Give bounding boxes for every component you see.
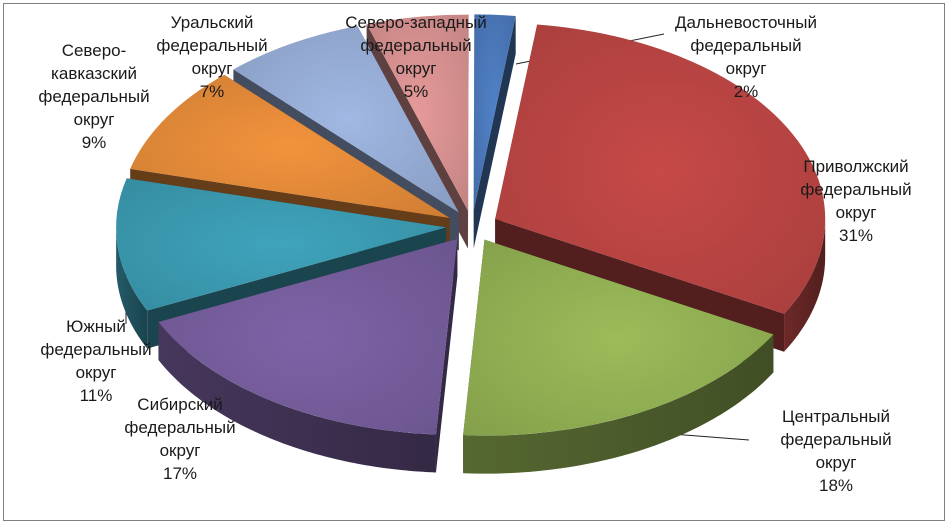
slice-северо-западный-федеральный-округ [366,14,469,211]
data-labels: Дальневосточный федеральный округ 2% Приволж… [38,13,911,495]
data-label-южный-федеральный-округ: Южный федеральный округ 11% [40,317,151,405]
slice-sides [116,14,826,474]
slice-приволжский-федеральный-округ [495,24,826,314]
slice-дальневосточный-федеральный-округ [473,14,516,211]
slice-cut-face-дальневосточный-федеральный-округ-1 [473,16,516,249]
data-label-уральский-федеральный-округ: Уральский федеральный округ 7% [156,13,267,101]
pie-chart: Дальневосточный федеральный округ 2% Приволж… [38,13,911,495]
data-label-северо-кавказский-федеральный-округ: Северо-кавказский федеральный округ 9% [38,41,149,152]
slice-сибирский-федеральный-округ [158,238,458,435]
data-label-сибирский-федеральный-округ: Сибирский федеральный округ 17% [124,395,235,483]
slice-cut-face-северо-западный-федеральный-округ-1 [467,14,469,249]
slice-cut-face-сибирский-федеральный-округ-0 [435,238,458,473]
chart-frame: Дальневосточный федеральный округ 2% Приволж… [3,3,945,521]
slice-северо-кавказский-федеральный-округ [130,74,450,219]
data-label-северо-западный-федеральный-округ: Северо-западный федеральный округ 5% [345,13,487,101]
slice-wall-сибирский-федеральный-округ [158,321,436,473]
slice-wall-южный-федеральный-округ [116,225,148,349]
slice-уральский-федеральный-округ [233,26,459,213]
slice-центральный-федеральный-округ [463,239,774,436]
data-label-центральный-федеральный-округ: Центральный федеральный округ 18% [780,407,891,495]
slice-wall-приволжский-федеральный-округ [784,217,826,352]
data-label-дальневосточный-федеральный-округ: Дальневосточный федеральный округ 2% [675,13,817,101]
leader-line-центральный-федеральный-округ [671,433,750,441]
data-label-приволжский-федеральный-округ: Приволжский федеральный округ 31% [800,157,911,245]
slice-южный-федеральный-округ [116,178,447,311]
slice-wall-центральный-федеральный-округ [463,334,774,474]
